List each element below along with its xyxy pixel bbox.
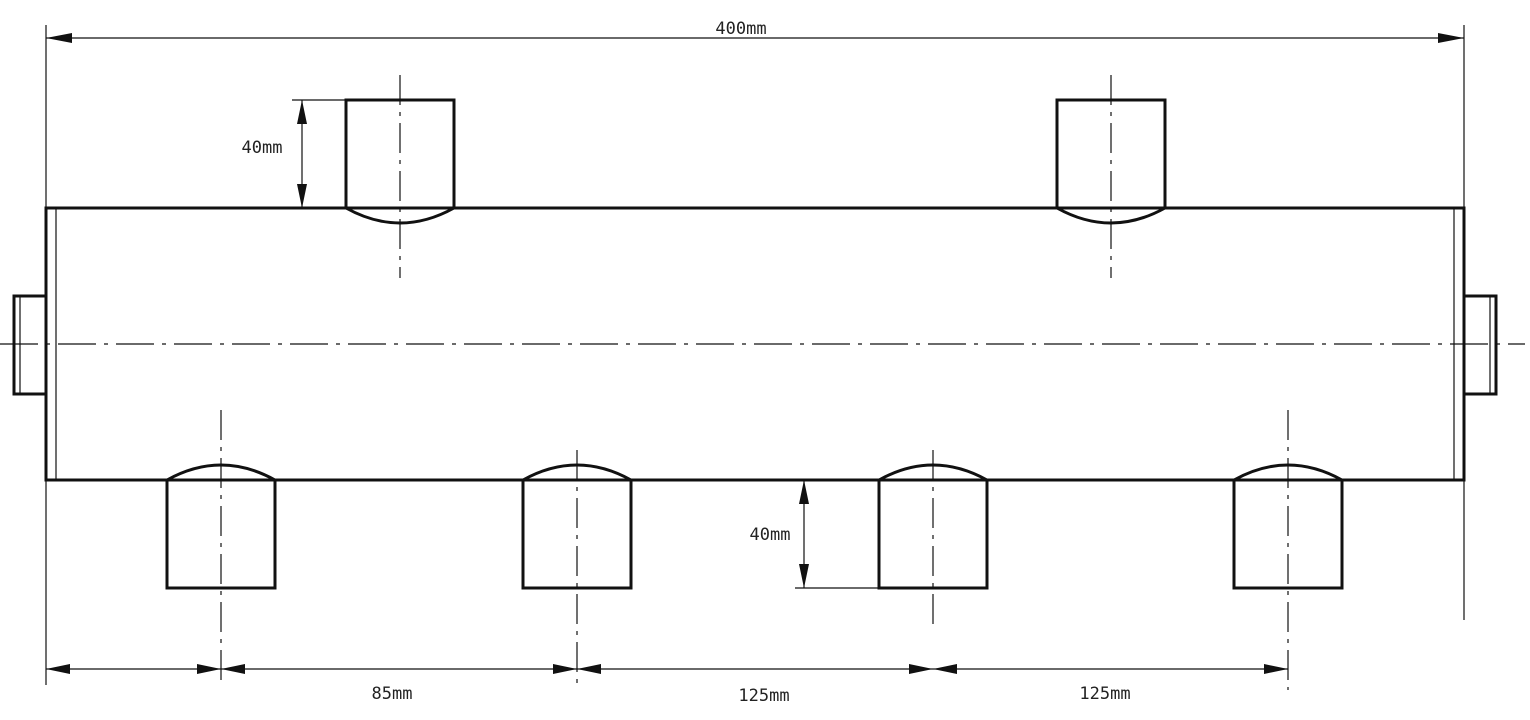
dimension-label-spacing-3: 125mm [1079,684,1130,704]
dimension-label-bottom-height: 40mm [750,525,791,545]
dimension-label-top-height: 40mm [242,138,283,158]
bottom-pipe-4 [1232,410,1344,690]
dimension-label-spacing-2: 125mm [738,686,789,706]
dimension-label-spacing-1: 85mm [372,684,413,704]
right-end-cap [1464,294,1498,396]
dimension-total-length: 400mm [46,19,1464,43]
dimension-top-pipe-height: 40mm [242,99,346,209]
bottom-pipe-3 [877,450,989,630]
top-pipe-1 [344,75,456,278]
dimension-bottom-pipe-height: 40mm [750,479,879,589]
dimension-chain-bottom: 85mm 125mm 125mm [46,664,1288,706]
top-pipe-2 [1055,75,1167,278]
bottom-pipe-1 [165,410,277,680]
dimension-label-total: 400mm [715,19,766,39]
left-end-cap [12,294,46,396]
bottom-pipe-2 [521,450,633,690]
